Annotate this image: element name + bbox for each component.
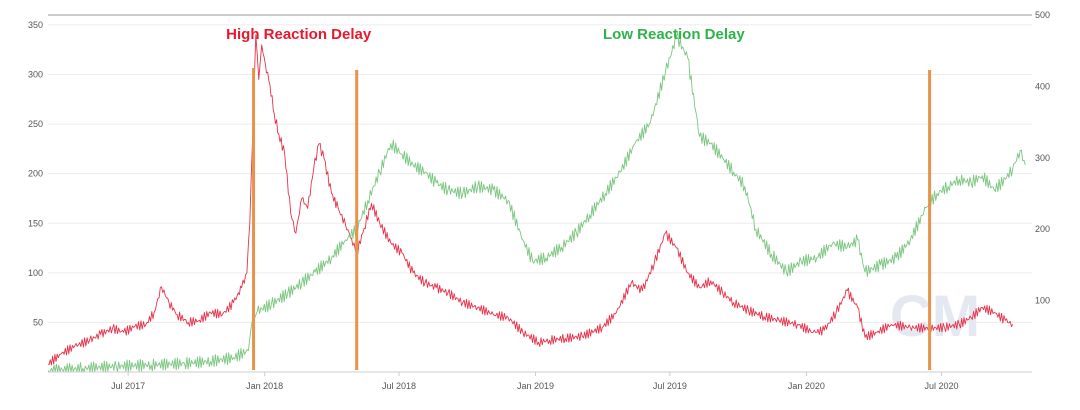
y-left-tick-label: 100 [28,268,43,278]
series-lines [47,32,1026,373]
y-left-tick-label: 350 [28,20,43,30]
gridlines [48,24,1032,323]
axes: 50 100 150 200 250 300 350 100 200 300 400 500 Jul 2… [28,10,1050,391]
x-tick-label: Jul 2018 [382,381,416,391]
y-right-tick-label: 300 [1035,153,1050,163]
series-line-2 [47,32,1026,373]
annotation-label: Low Reaction Delay [603,26,745,43]
y-left-tick-label: 300 [28,70,43,80]
y-right-tick-label: 200 [1035,224,1050,234]
y-left-tick-label: 250 [28,119,43,129]
x-tick-label: Jan 2018 [246,381,283,391]
x-tick-label: Jan 2019 [517,381,554,391]
series-line-1 [47,34,1014,366]
y-left-tick-label: 200 [28,169,43,179]
y-right-tick-label: 400 [1035,81,1050,91]
y-left-tick-label: 50 [33,317,43,327]
y-right-tick-label: 500 [1035,10,1050,20]
y-left-tick-label: 150 [28,218,43,228]
watermark-logo: CM [890,284,980,349]
x-tick-label: Jul 2020 [924,381,958,391]
x-tick-label: Jul 2017 [111,381,145,391]
annotation-label: High Reaction Delay [226,26,372,43]
vertical-markers [252,68,932,370]
x-tick-label: Jul 2019 [653,381,687,391]
x-tick-label: Jan 2020 [788,381,825,391]
y-right-tick-label: 100 [1035,296,1050,306]
annotations: High Reaction Delay Low Reaction Delay [226,26,745,43]
